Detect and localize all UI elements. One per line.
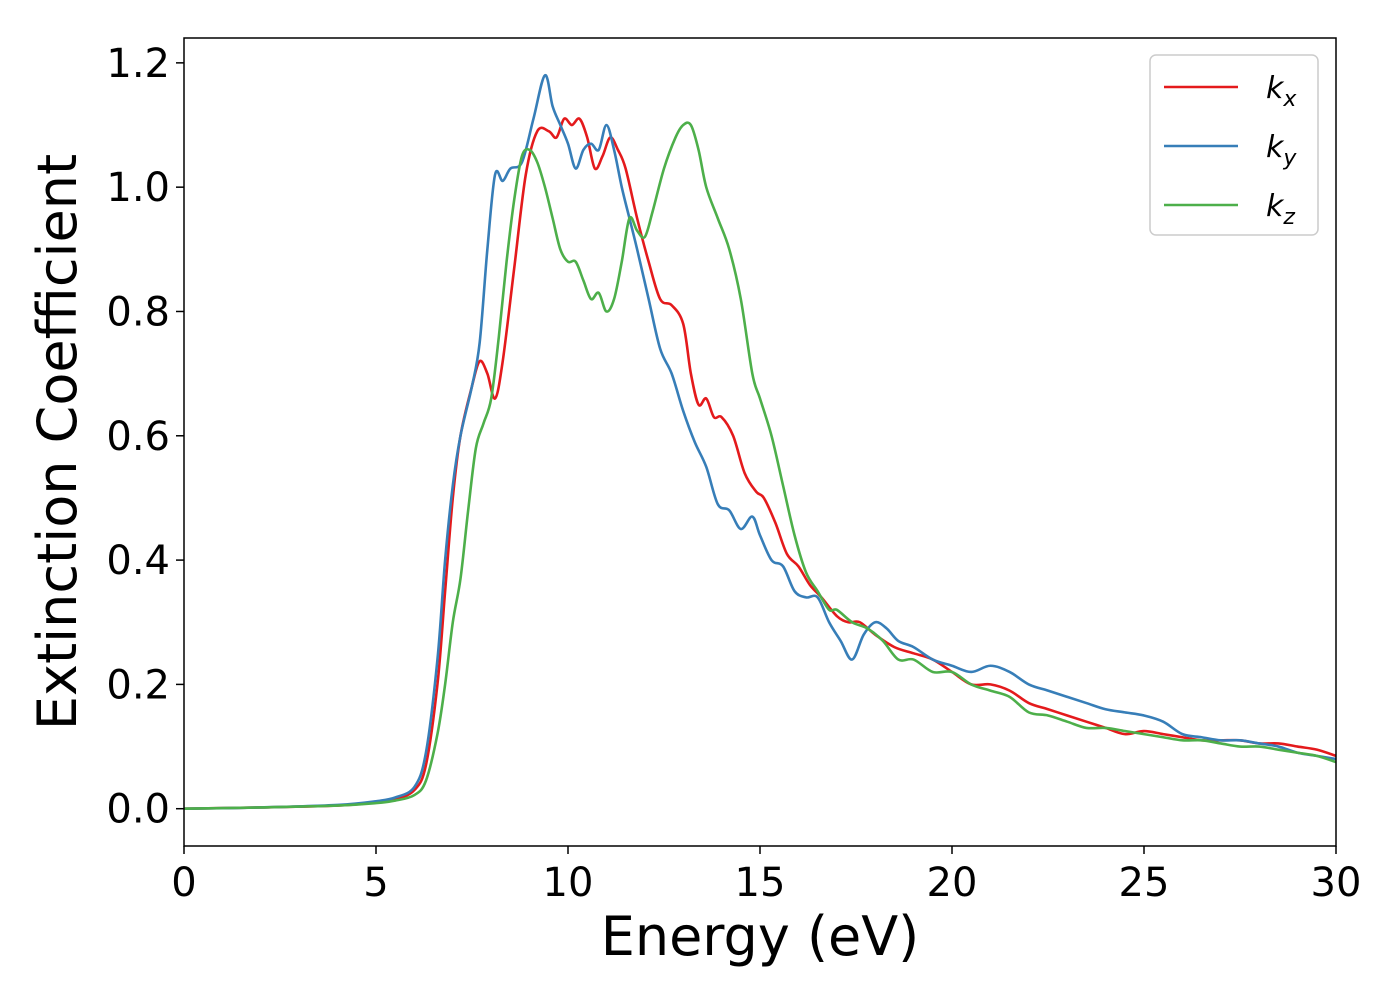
x-tick-label: 20 [927,860,978,906]
x-axis-label: Energy (eV) [601,905,920,968]
legend-label-z: kz [1266,189,1295,230]
y-tick-label: 1.2 [106,41,170,87]
legend: kx ky kz [1149,54,1319,236]
x-tick-label: 0 [171,860,196,906]
x-tick-label: 10 [543,860,594,906]
plot-area [184,38,1336,846]
y-tick-label: 0.0 [106,787,170,833]
legend-label-x: kx [1266,71,1297,112]
y-axis-label: Extinction Coefficient [26,154,89,730]
x-tick-label: 5 [363,860,388,906]
y-tick-label: 0.4 [106,538,170,584]
series-line-y [183,73,1337,811]
x-axis-ticks: 0 5 10 15 20 25 30 [171,846,1361,906]
y-axis-ticks: 0.0 0.2 0.4 0.6 0.8 1.0 1.2 [106,41,184,833]
series-line-z [183,121,1337,811]
y-tick-label: 1.0 [106,165,170,211]
legend-label-y: ky [1266,130,1297,171]
y-tick-label: 0.6 [106,414,170,460]
x-tick-label: 25 [1119,860,1170,906]
series-lines [183,73,1337,811]
y-tick-label: 0.8 [106,289,170,335]
x-tick-label: 15 [735,860,786,906]
y-tick-label: 0.2 [106,662,170,708]
series-line-x [183,117,1337,811]
x-tick-label: 30 [1311,860,1362,906]
